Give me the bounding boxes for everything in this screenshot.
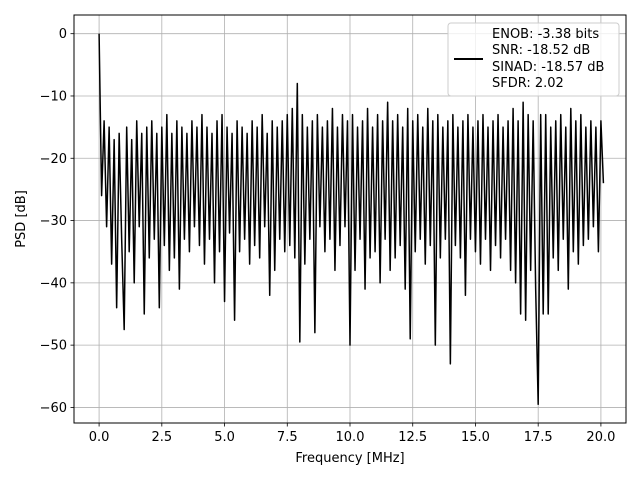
y-tick-label: −40	[40, 276, 67, 291]
x-axis-label: Frequency [MHz]	[295, 451, 404, 466]
x-tick-label: 12.5	[398, 430, 427, 445]
legend: ENOB: -3.38 bits SNR: -18.52 dB SINAD: -…	[447, 22, 620, 97]
x-tick-label: 5.0	[214, 430, 235, 445]
x-tick-label: 17.5	[524, 430, 553, 445]
x-axis-ticks: 0.0 2.5 5.0 7.5 10.0 12.5 15.0 17.5 20.0	[89, 423, 615, 445]
y-tick-label: −50	[40, 339, 67, 354]
x-tick-label: 15.0	[461, 430, 490, 445]
legend-sfdr: SFDR: 2.02	[492, 76, 564, 91]
x-tick-label: 2.5	[151, 430, 172, 445]
y-axis-label: PSD [dB]	[14, 190, 29, 248]
legend-enob: ENOB: -3.38 bits	[492, 27, 599, 42]
x-tick-label: 7.5	[277, 430, 298, 445]
y-tick-label: −20	[40, 152, 67, 167]
x-tick-label: 10.0	[336, 430, 365, 445]
y-tick-label: 0	[59, 27, 67, 42]
y-tick-label: −30	[40, 214, 67, 229]
psd-series-line	[98, 33, 605, 406]
legend-snr: SNR: -18.52 dB	[492, 43, 590, 58]
legend-sinad: SINAD: -18.57 dB	[492, 60, 604, 75]
psd-line	[98, 33, 605, 406]
x-tick-label: 20.0	[586, 430, 615, 445]
legend-box	[447, 22, 620, 97]
y-tick-label: −10	[40, 89, 67, 104]
x-tick-label: 0.0	[89, 430, 110, 445]
y-tick-label: −60	[40, 401, 67, 416]
y-axis-ticks: 0 −10 −20 −30 −40 −50 −60	[40, 27, 74, 416]
